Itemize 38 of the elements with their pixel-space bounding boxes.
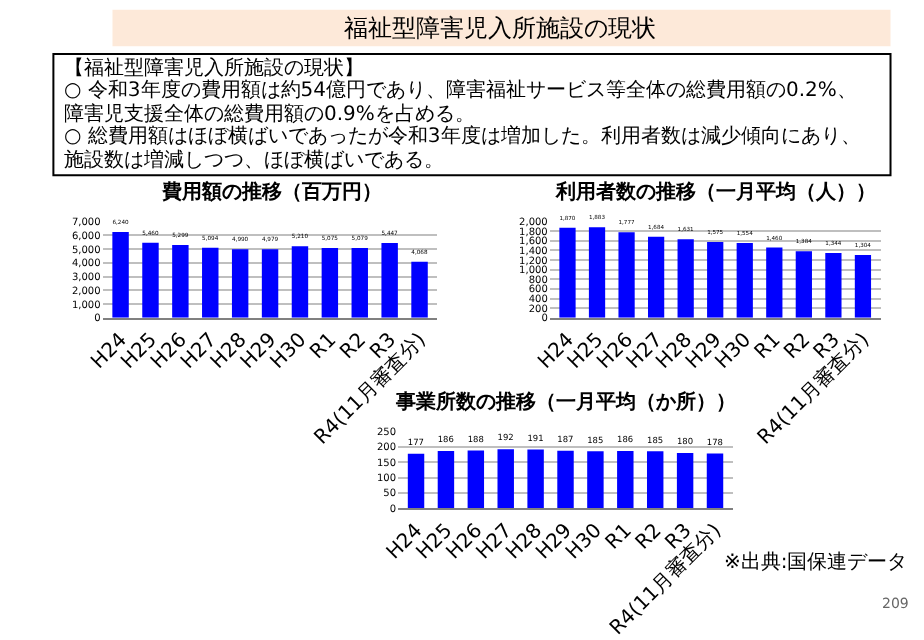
bar — [559, 227, 576, 318]
bar — [825, 253, 842, 318]
x-tick-label: R2 — [780, 329, 816, 364]
bar — [142, 242, 159, 318]
bar — [112, 231, 129, 318]
bar — [261, 249, 279, 318]
text: 障害児支援全体の総費用額の0.9%を占める。 — [64, 102, 475, 126]
x-tick-label: R1 — [306, 329, 342, 364]
bar — [202, 247, 219, 318]
bar — [795, 251, 812, 318]
text: ○ 令和3年度の費用額は約54億円であり、障害福祉サービス等全体の総費用額の0.2%、 — [64, 78, 857, 102]
bar — [291, 246, 309, 318]
text: 【福祉型障害児入所施設の現状】 — [64, 56, 364, 80]
text: 施設数は増減しつつ、ほぼ横ばいである。 — [64, 148, 444, 172]
chart-title: 費用額の推移（百万円） — [160, 180, 382, 204]
bar — [677, 239, 694, 318]
bar — [736, 242, 753, 318]
x-tick-label: R2 — [336, 329, 372, 364]
bar — [231, 249, 249, 318]
bar — [351, 247, 368, 318]
bar — [618, 232, 635, 318]
bar — [854, 255, 872, 318]
x-tick-label: R1 — [602, 520, 637, 555]
bar — [172, 244, 189, 318]
chart-title: 事業所数の推移（一月平均（か所）） — [394, 390, 736, 414]
text: ※出典:国保連データ — [724, 550, 908, 574]
bar — [766, 247, 783, 318]
bar — [321, 247, 339, 318]
chart-title: 利用者数の推移（一月平均（人）） — [554, 180, 876, 204]
x-tick-label: R1 — [751, 329, 786, 364]
bar — [411, 261, 428, 318]
x-tick-label: R2 — [632, 520, 667, 555]
bar — [648, 236, 665, 318]
bar — [381, 242, 398, 318]
bar — [707, 241, 724, 318]
text: 福祉型障害児入所施設の現状 — [344, 14, 656, 42]
bar — [588, 227, 606, 318]
text: ○ 総費用額はほぼ横ばいであったが令和3年度は増加した。利用者数は減少傾向にあり、 — [64, 124, 861, 148]
